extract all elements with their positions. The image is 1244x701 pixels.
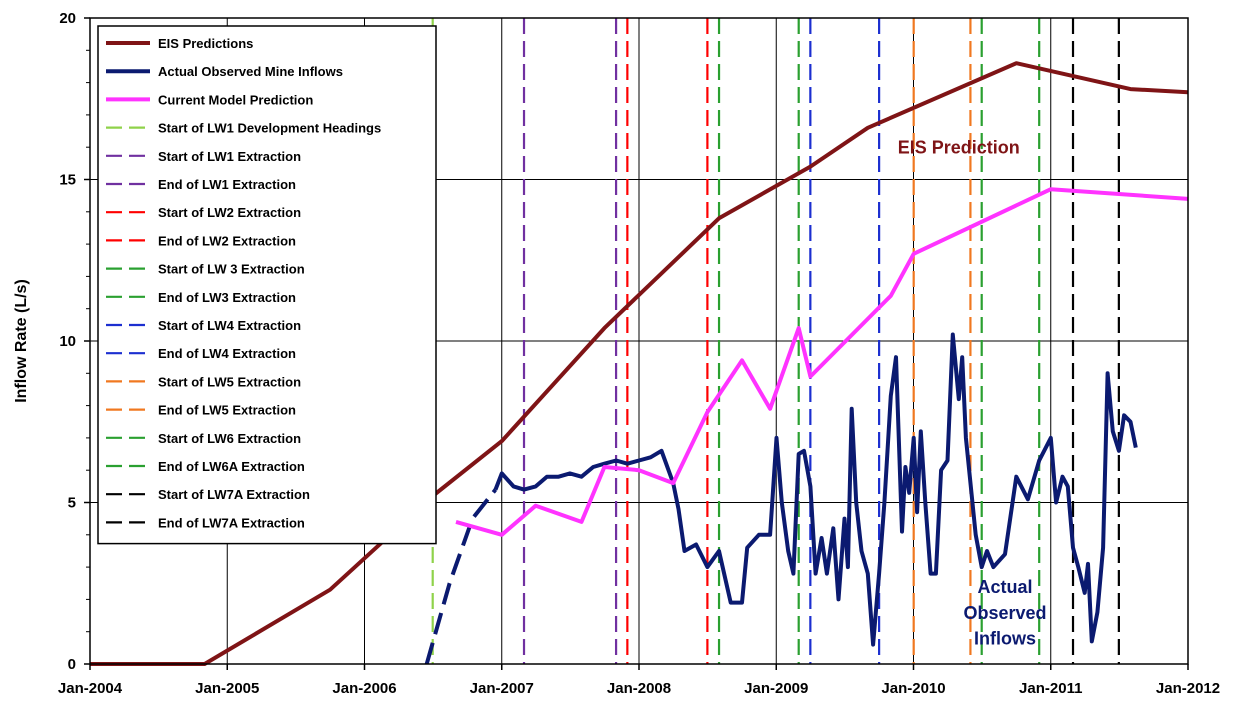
series-line bbox=[455, 187, 1189, 537]
annotations: EIS Prediction Actual Observed Inflows bbox=[898, 138, 1047, 649]
legend-label: Start of LW1 Development Headings bbox=[158, 121, 381, 136]
legend-label: Start of LW4 Extraction bbox=[158, 318, 301, 333]
legend-label: Start of LW 3 Extraction bbox=[158, 262, 305, 277]
y-tick-label: 20 bbox=[59, 10, 76, 27]
x-tick-label: Jan-2011 bbox=[1019, 680, 1082, 697]
legend: EIS Predictions Actual Observed Mine Infl… bbox=[97, 25, 437, 545]
legend-label: Actual Observed Mine Inflows bbox=[158, 64, 343, 79]
axes: 0 5 10 15 20 Jan-2004 Jan-2005 Jan-2006 Jan-2007… bbox=[13, 10, 1220, 697]
legend-label: End of LW1 Extraction bbox=[158, 177, 296, 192]
legend-box bbox=[97, 25, 437, 545]
annotation-label: EIS Prediction bbox=[898, 138, 1020, 158]
annotation-label: Actual bbox=[977, 577, 1032, 597]
x-tick-label: Jan-2009 bbox=[744, 680, 808, 697]
legend-label: Start of LW1 Extraction bbox=[158, 149, 301, 164]
x-tick-label: Jan-2012 bbox=[1156, 680, 1220, 697]
y-tick-label: 0 bbox=[68, 656, 76, 673]
series-line bbox=[493, 332, 1138, 647]
legend-label: EIS Predictions bbox=[158, 36, 253, 51]
annotation-label: Observed bbox=[963, 603, 1046, 623]
legend-label: Start of LW6 Extraction bbox=[158, 431, 301, 446]
x-tick-label: Jan-2004 bbox=[58, 680, 123, 697]
y-tick-label: 15 bbox=[59, 172, 76, 189]
legend-label: End of LW3 Extraction bbox=[158, 290, 296, 305]
legend-label: End of LW7A Extraction bbox=[158, 515, 305, 530]
series-line bbox=[90, 61, 1189, 666]
y-tick-label: 5 bbox=[68, 495, 76, 512]
x-tick-label: Jan-2007 bbox=[470, 680, 534, 697]
y-axis-label: Inflow Rate (L/s) bbox=[13, 279, 30, 403]
legend-label: Current Model Prediction bbox=[158, 92, 313, 107]
x-tick-label: Jan-2008 bbox=[607, 680, 671, 697]
annotation-label: Inflows bbox=[974, 629, 1036, 649]
x-tick-label: Jan-2010 bbox=[881, 680, 945, 697]
legend-label: Start of LW5 Extraction bbox=[158, 374, 301, 389]
legend-label: End of LW2 Extraction bbox=[158, 233, 296, 248]
y-tick-label: 10 bbox=[59, 333, 76, 350]
legend-label: Start of LW2 Extraction bbox=[158, 205, 301, 220]
legend-label: End of LW6A Extraction bbox=[158, 459, 305, 474]
legend-label: Start of LW7A Extraction bbox=[158, 487, 310, 502]
x-tick-label: Jan-2006 bbox=[332, 680, 396, 697]
series-lines bbox=[90, 61, 1189, 666]
series-line bbox=[424, 488, 498, 665]
legend-label: End of LW4 Extraction bbox=[158, 346, 296, 361]
x-tick-label: Jan-2005 bbox=[195, 680, 259, 697]
legend-label: End of LW5 Extraction bbox=[158, 403, 296, 418]
